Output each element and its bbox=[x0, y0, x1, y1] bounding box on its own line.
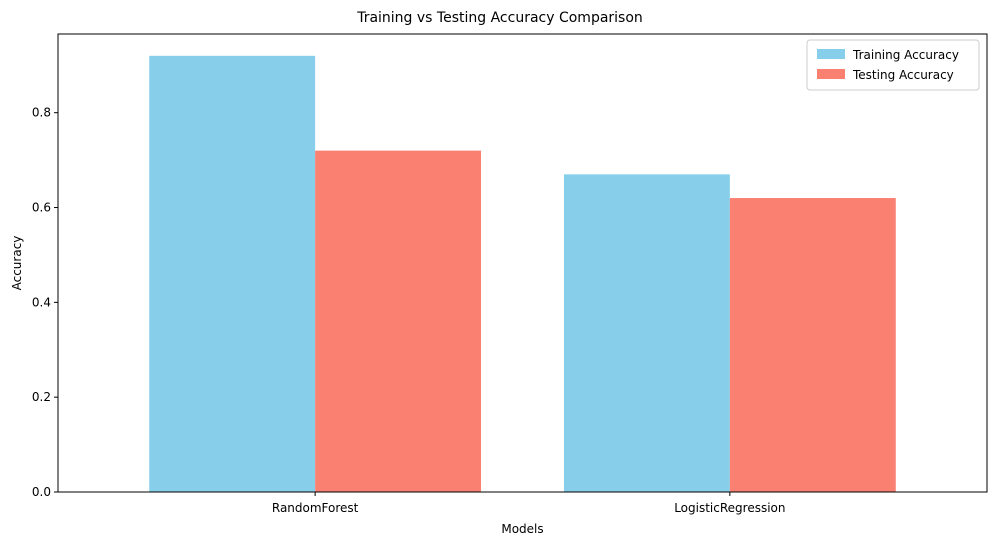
x-tick-label: RandomForest bbox=[272, 501, 359, 515]
legend: Training Accuracy Testing Accuracy bbox=[806, 39, 980, 91]
legend-swatch bbox=[817, 49, 845, 59]
bar-testing-accuracy-randomforest bbox=[315, 150, 482, 492]
x-tick-label: LogisticRegression bbox=[674, 501, 785, 515]
y-tick-label: 0.0 bbox=[32, 485, 51, 499]
chart-title: Training vs Testing Accuracy Comparison bbox=[356, 10, 643, 26]
plot-frame bbox=[57, 33, 988, 493]
x-axis-label: Models bbox=[501, 522, 543, 536]
y-tick-label: 0.2 bbox=[32, 390, 51, 404]
bar-training-accuracy-logisticregression bbox=[563, 174, 730, 492]
legend-label: Training Accuracy bbox=[852, 48, 959, 62]
legend-box bbox=[806, 39, 980, 91]
legend-label: Testing Accuracy bbox=[852, 68, 954, 82]
bar-training-accuracy-randomforest bbox=[149, 55, 316, 493]
x-axis: RandomForest LogisticRegression bbox=[272, 492, 786, 515]
bar-testing-accuracy-logisticregression bbox=[729, 198, 896, 493]
y-tick-label: 0.4 bbox=[32, 295, 51, 309]
legend-swatch bbox=[817, 69, 845, 79]
y-tick-label: 0.6 bbox=[32, 201, 51, 215]
y-axis-label: Accuracy bbox=[10, 236, 24, 291]
y-axis: 0.0 0.2 0.4 0.6 0.8 bbox=[32, 106, 58, 499]
y-tick-label: 0.8 bbox=[32, 106, 51, 120]
bars-group bbox=[149, 55, 896, 493]
